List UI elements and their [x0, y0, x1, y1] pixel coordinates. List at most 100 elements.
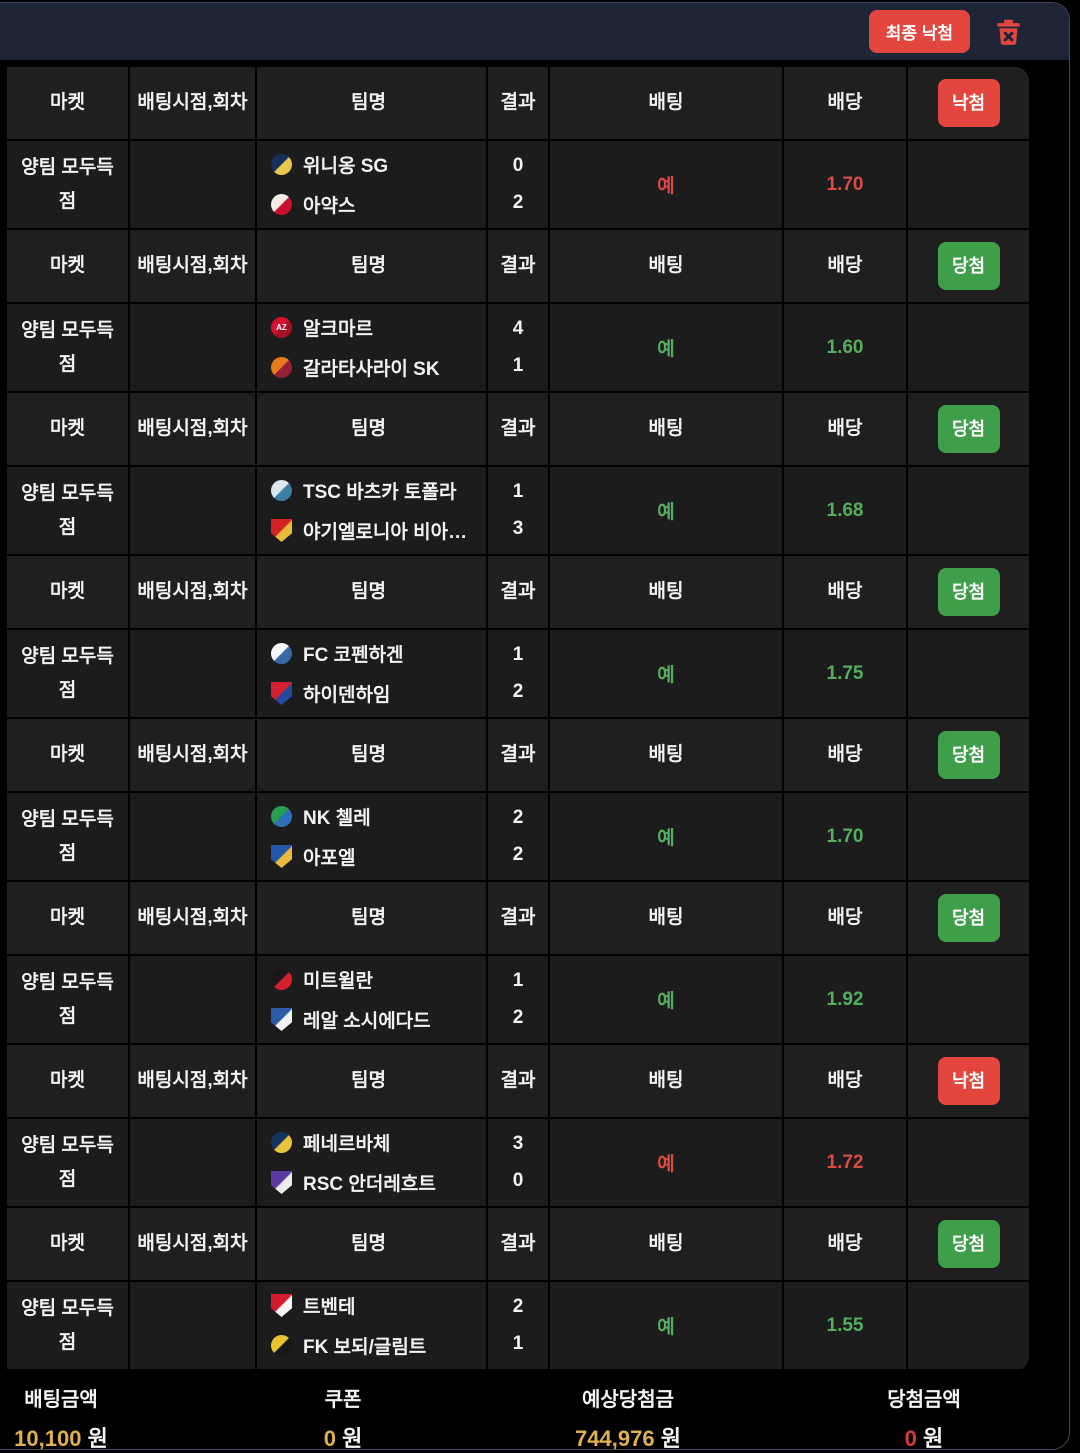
away-team-crest-icon	[271, 1171, 292, 1194]
home-team-name: TSC 바츠카 토폴라	[303, 482, 457, 503]
bet-entry: 마켓 배팅시점,회차 팀명 결과 배팅 배당 당첨 양팀 모두득점 NK 첼레	[7, 719, 1029, 882]
away-team: 갈라타사라이 SK	[271, 354, 440, 381]
odds-value: 1.60	[784, 304, 908, 391]
col-header-bet: 배팅	[550, 1208, 784, 1280]
stat-value: 10,100	[14, 1426, 82, 1450]
home-score: 1	[512, 970, 524, 991]
col-header-result: 결과	[488, 719, 550, 791]
col-header-odds: 배당	[784, 556, 908, 628]
col-header-bet: 배팅	[550, 67, 784, 139]
stat-label: 배팅금액	[24, 1389, 98, 1411]
away-team-name: 아포엘	[303, 848, 356, 869]
col-header-team: 팀명	[257, 882, 488, 954]
status-badge: 당첨	[937, 1220, 1000, 1268]
bet-data-row: 양팀 모두득점 페네르바체 RSC 안더레흐트 3 0 예	[7, 1119, 1029, 1208]
bet-time-cell	[130, 1119, 257, 1206]
home-team: 페네르바체	[271, 1129, 390, 1156]
away-score: 2	[512, 844, 524, 865]
stat-label: 예상당첨금	[582, 1389, 674, 1411]
col-header-bet-time-round: 배팅시점,회차	[130, 1045, 257, 1117]
stat-bet-amount: 배팅금액 10,100 원	[14, 1383, 108, 1450]
col-header-bet: 배팅	[550, 1045, 784, 1117]
home-team-crest-icon	[271, 1132, 292, 1153]
home-team-crest-icon	[271, 969, 292, 990]
col-header-bet: 배팅	[550, 393, 784, 465]
away-score: 1	[512, 355, 524, 376]
status-badge-cell: 당첨	[908, 556, 1029, 628]
away-team-name: 아약스	[303, 196, 356, 217]
empty-badge-cell	[908, 630, 1029, 717]
empty-badge-cell	[908, 304, 1029, 391]
final-result-button[interactable]: 최종 낙첨	[868, 10, 970, 53]
col-header-market: 마켓	[7, 882, 130, 954]
bet-data-row: 양팀 모두득점 AZ 알크마르 갈라타사라이 SK 4 1 예	[7, 304, 1029, 393]
bet-entry: 마켓 배팅시점,회차 팀명 결과 배팅 배당 당첨 양팀 모두득점 트벤테	[7, 1208, 1029, 1371]
bet-data-row: 양팀 모두득점 미트윌란 레알 소시에다드 1 2 예	[7, 956, 1029, 1045]
col-header-result: 결과	[488, 1045, 550, 1117]
market-label: 양팀 모두득점	[7, 304, 130, 391]
away-score: 3	[512, 518, 524, 539]
home-team-name: 트벤테	[303, 1297, 356, 1318]
odds-value: 1.70	[784, 141, 908, 228]
away-team-name: 야기엘로니아 비아…	[303, 522, 468, 543]
col-header-market: 마켓	[7, 393, 130, 465]
away-team-crest-icon	[271, 1008, 292, 1031]
trash-delete-icon[interactable]	[996, 18, 1021, 45]
bet-time-cell	[130, 304, 257, 391]
status-badge-cell: 당첨	[908, 230, 1029, 302]
bet-entry: 마켓 배팅시점,회차 팀명 결과 배팅 배당 당첨 양팀 모두득점 FC 코펜하…	[7, 556, 1029, 719]
stat-value: 0	[323, 1426, 336, 1450]
away-team-crest-icon	[271, 357, 292, 378]
col-header-result: 결과	[488, 882, 550, 954]
bet-pick: 예	[550, 1119, 784, 1206]
teams-cell: 페네르바체 RSC 안더레흐트	[257, 1119, 488, 1206]
col-header-bet-time-round: 배팅시점,회차	[130, 882, 257, 954]
empty-badge-cell	[908, 1119, 1029, 1206]
bet-time-cell	[130, 141, 257, 228]
status-badge: 낙첨	[937, 1057, 1000, 1105]
score-cell: 3 0	[488, 1119, 550, 1206]
home-team-name: FC 코펜하겐	[303, 645, 404, 666]
col-header-team: 팀명	[257, 556, 488, 628]
col-header-odds: 배당	[784, 882, 908, 954]
home-team-name: 미트윌란	[303, 971, 373, 992]
market-label: 양팀 모두득점	[7, 630, 130, 717]
col-header-bet: 배팅	[550, 882, 784, 954]
col-header-result: 결과	[488, 393, 550, 465]
modal-top-bar: 최종 낙첨	[0, 3, 1069, 60]
bet-header-row: 마켓 배팅시점,회차 팀명 결과 배팅 배당 당첨	[7, 719, 1029, 793]
bet-header-row: 마켓 배팅시점,회차 팀명 결과 배팅 배당 당첨	[7, 230, 1029, 304]
away-team-name: 하이덴하임	[303, 685, 391, 706]
bet-time-cell	[130, 1282, 257, 1369]
bet-time-cell	[130, 793, 257, 880]
home-team-name: 알크마르	[303, 319, 373, 340]
bet-header-row: 마켓 배팅시점,회차 팀명 결과 배팅 배당 당첨	[7, 556, 1029, 630]
home-team: FC 코펜하겐	[271, 640, 404, 667]
bet-pick: 예	[550, 467, 784, 554]
col-header-bet: 배팅	[550, 230, 784, 302]
away-team-name: RSC 안더레흐트	[303, 1174, 436, 1195]
teams-cell: 트벤테 FK 보되/글림트	[257, 1282, 488, 1369]
odds-value: 1.72	[784, 1119, 908, 1206]
col-header-odds: 배당	[784, 393, 908, 465]
away-score: 0	[512, 1170, 524, 1191]
home-team-crest-icon	[271, 480, 292, 501]
col-header-result: 결과	[488, 1208, 550, 1280]
status-badge: 당첨	[937, 405, 1000, 453]
stat-expected-winnings: 예상당첨금 744,976 원	[575, 1383, 681, 1449]
away-team: 하이덴하임	[271, 680, 390, 707]
bet-header-row: 마켓 배팅시점,회차 팀명 결과 배팅 배당 낙첨	[7, 1045, 1029, 1119]
home-team: NK 첼레	[271, 803, 371, 830]
bet-pick: 예	[550, 793, 784, 880]
col-header-market: 마켓	[7, 556, 130, 628]
col-header-market: 마켓	[7, 719, 130, 791]
away-team-crest-icon	[271, 194, 292, 215]
bet-header-row: 마켓 배팅시점,회차 팀명 결과 배팅 배당 당첨	[7, 882, 1029, 956]
score-cell: 1 2	[488, 630, 550, 717]
col-header-team: 팀명	[257, 719, 488, 791]
status-badge: 당첨	[937, 894, 1000, 942]
home-team: 위니옹 SG	[271, 151, 388, 178]
stat-unit: 원	[923, 1426, 944, 1450]
away-team-crest-icon	[271, 1335, 292, 1356]
